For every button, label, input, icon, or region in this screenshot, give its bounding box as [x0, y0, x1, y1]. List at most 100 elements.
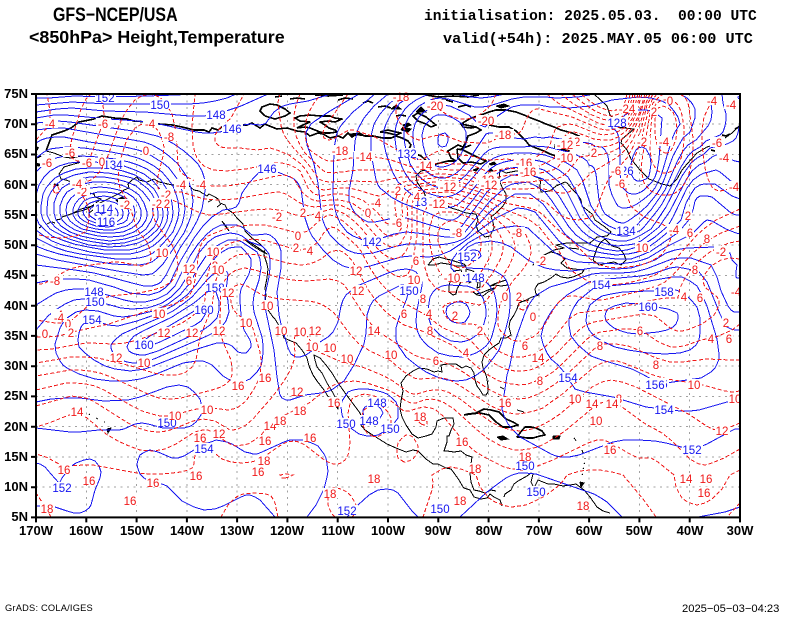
svg-text:134: 134 [616, 226, 636, 238]
svg-text:6: 6 [413, 256, 419, 268]
svg-text:0: 0 [667, 96, 673, 108]
svg-text:10: 10 [156, 248, 169, 260]
svg-text:10: 10 [306, 342, 319, 354]
svg-text:150: 150 [515, 461, 534, 473]
svg-text:16: 16 [232, 381, 245, 393]
svg-text:-6: -6 [392, 218, 402, 230]
svg-text:14: 14 [586, 399, 599, 411]
svg-text:150: 150 [150, 100, 169, 112]
svg-text:10: 10 [408, 275, 421, 287]
svg-text:148: 148 [206, 110, 225, 122]
svg-text:10: 10 [688, 380, 701, 392]
svg-text:8: 8 [427, 326, 433, 338]
svg-text:14: 14 [368, 326, 381, 338]
svg-text:152: 152 [457, 252, 476, 264]
svg-text:10: 10 [636, 243, 649, 255]
svg-text:-8: -8 [512, 228, 522, 240]
svg-text:18: 18 [414, 412, 427, 424]
svg-text:-4: -4 [659, 137, 670, 149]
svg-text:2: 2 [723, 318, 729, 330]
svg-text:55N: 55N [4, 207, 28, 222]
svg-text:14: 14 [606, 399, 619, 411]
svg-text:12: 12 [352, 286, 365, 298]
svg-text:50W: 50W [626, 523, 653, 538]
svg-text:16: 16 [700, 474, 713, 486]
svg-text:4: 4 [708, 334, 715, 346]
svg-text:0: 0 [143, 146, 149, 158]
svg-text:6: 6 [522, 341, 528, 353]
svg-text:150: 150 [85, 297, 104, 309]
svg-text:-24: -24 [619, 104, 636, 116]
svg-text:16: 16 [190, 471, 203, 483]
svg-text:16: 16 [147, 478, 160, 490]
svg-text:-4: -4 [72, 179, 83, 191]
svg-text:4: 4 [681, 292, 688, 304]
svg-text:6: 6 [433, 356, 439, 368]
svg-text:154: 154 [194, 444, 214, 456]
svg-text:-2: -2 [536, 256, 546, 268]
svg-text:-12: -12 [557, 140, 574, 152]
svg-text:18: 18 [274, 416, 287, 428]
svg-text:128: 128 [607, 118, 626, 130]
svg-text:16: 16 [259, 373, 272, 385]
svg-text:152: 152 [95, 93, 114, 105]
svg-text:152: 152 [682, 445, 701, 457]
svg-text:-10: -10 [557, 153, 574, 165]
svg-text:10: 10 [590, 416, 603, 428]
svg-text:65N: 65N [4, 146, 28, 161]
svg-text:-6: -6 [42, 158, 52, 170]
svg-text:160: 160 [194, 305, 213, 317]
svg-text:2: 2 [591, 148, 597, 160]
svg-text:18: 18 [454, 496, 467, 508]
svg-text:150: 150 [430, 504, 449, 516]
svg-text:150: 150 [380, 424, 399, 436]
svg-text:132: 132 [397, 149, 416, 161]
svg-text:-2: -2 [391, 186, 401, 198]
svg-text:6: 6 [726, 334, 732, 346]
svg-text:0: 0 [65, 319, 71, 331]
svg-text:16: 16 [304, 433, 317, 445]
svg-text:140W: 140W [170, 523, 205, 538]
svg-text:0: 0 [502, 292, 508, 304]
svg-text:-4: -4 [719, 153, 730, 165]
svg-text:150W: 150W [120, 523, 155, 538]
svg-text:12: 12 [158, 328, 171, 340]
svg-text:-18: -18 [495, 130, 512, 142]
svg-text:10: 10 [138, 358, 151, 370]
svg-text:-8: -8 [164, 132, 174, 144]
svg-text:150: 150 [526, 487, 545, 499]
svg-text:12: 12 [309, 326, 322, 338]
svg-text:160W: 160W [69, 523, 104, 538]
svg-text:158: 158 [654, 287, 673, 299]
svg-text:70W: 70W [526, 523, 553, 538]
svg-text:-4: -4 [145, 119, 156, 131]
svg-text:158: 158 [205, 283, 224, 295]
svg-text:18: 18 [469, 464, 482, 476]
svg-text:-2: -2 [637, 137, 647, 149]
svg-text:50N: 50N [4, 237, 28, 252]
svg-text:16: 16 [328, 398, 341, 410]
svg-text:2: 2 [477, 326, 483, 338]
svg-text:-12: -12 [429, 199, 446, 211]
svg-text:16: 16 [124, 496, 137, 508]
svg-text:170W: 170W [19, 523, 54, 538]
svg-text:10: 10 [153, 309, 166, 321]
svg-text:160: 160 [134, 340, 153, 352]
svg-text:-4: -4 [726, 100, 737, 112]
svg-text:12: 12 [213, 326, 226, 338]
svg-text:16: 16 [252, 467, 265, 479]
svg-text:18: 18 [294, 406, 307, 418]
svg-text:2: 2 [685, 211, 691, 223]
svg-text:4: 4 [307, 246, 314, 258]
svg-text:10: 10 [341, 354, 354, 366]
svg-text:150: 150 [157, 418, 176, 430]
svg-text:-2: -2 [161, 190, 171, 202]
svg-text:40N: 40N [4, 298, 28, 313]
svg-text:154: 154 [591, 280, 611, 292]
svg-text:14: 14 [532, 353, 545, 365]
svg-text:8: 8 [597, 341, 603, 353]
svg-text:-12: -12 [481, 180, 498, 192]
svg-text:16: 16 [83, 476, 96, 488]
svg-text:45N: 45N [4, 267, 28, 282]
svg-text:2: 2 [452, 311, 458, 323]
